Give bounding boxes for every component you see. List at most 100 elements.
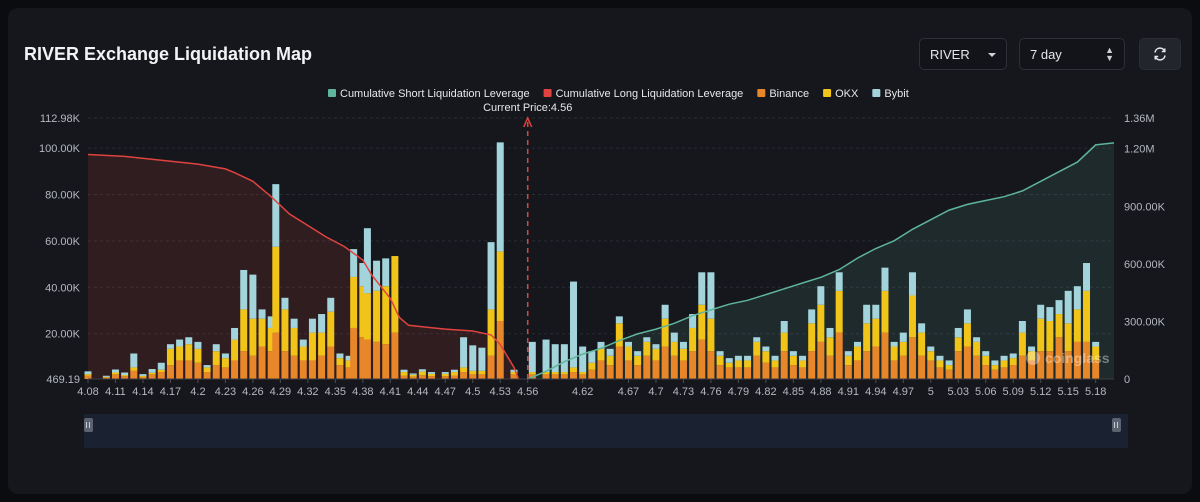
bar-binance xyxy=(231,360,239,379)
bar-okx xyxy=(844,355,852,366)
bar-binance xyxy=(927,360,935,379)
bar-binance xyxy=(725,367,733,379)
bar-bybit xyxy=(450,369,458,373)
bar-binance xyxy=(1083,341,1091,379)
bar-bybit xyxy=(679,341,687,349)
bar-binance xyxy=(973,355,981,379)
bar-okx xyxy=(634,355,642,366)
bar-bybit xyxy=(359,263,367,287)
x-tick-label: 4.73 xyxy=(673,386,694,398)
bar-bybit xyxy=(1018,321,1026,333)
bar-bybit xyxy=(469,345,477,371)
bar-okx xyxy=(102,376,110,378)
bar-okx xyxy=(194,348,202,363)
y-right-tick-label: 1.36M xyxy=(1124,113,1155,125)
bar-okx xyxy=(290,327,298,356)
bar-okx xyxy=(487,309,495,356)
bar-okx xyxy=(185,344,193,361)
bar-okx xyxy=(744,360,752,368)
bar-binance xyxy=(881,332,889,379)
y-left-tick-label: 100.00K xyxy=(39,143,81,155)
legend-swatch xyxy=(872,89,881,97)
bar-bybit xyxy=(363,228,371,294)
bar-bybit xyxy=(121,372,129,376)
x-tick-label: 4.17 xyxy=(160,386,181,398)
bar-okx xyxy=(1064,323,1072,352)
bar-bybit xyxy=(689,314,697,328)
range-slider[interactable] xyxy=(84,414,1128,448)
x-tick-label: 5.09 xyxy=(1003,386,1024,398)
bar-bybit xyxy=(963,309,971,324)
bar-binance xyxy=(373,341,381,379)
bar-bybit xyxy=(1028,346,1036,352)
bar-binance xyxy=(441,376,449,379)
bar-binance xyxy=(560,374,568,379)
bar-bybit xyxy=(762,346,770,352)
bar-binance xyxy=(185,360,193,379)
bar-okx xyxy=(734,360,742,368)
bar-okx xyxy=(308,332,316,361)
bar-bybit xyxy=(863,304,871,324)
bar-bybit xyxy=(194,341,202,349)
bar-okx xyxy=(148,372,156,375)
x-tick-label: 4.67 xyxy=(618,386,639,398)
bar-okx xyxy=(373,290,381,342)
bar-okx xyxy=(579,372,587,375)
bar-binance xyxy=(336,365,344,379)
bar-okx xyxy=(679,348,687,361)
bar-bybit xyxy=(945,360,953,366)
bar-bybit xyxy=(771,355,779,361)
bar-okx xyxy=(835,290,843,333)
bar-binance xyxy=(318,355,326,379)
bar-binance xyxy=(363,339,371,379)
bar-bybit xyxy=(927,346,935,352)
bar-okx xyxy=(863,323,871,352)
bar-binance xyxy=(615,346,623,379)
bar-binance xyxy=(945,369,953,379)
bar-binance xyxy=(176,360,184,379)
bar-okx xyxy=(1000,360,1008,368)
bar-okx xyxy=(496,251,504,322)
range-select[interactable]: 7 day ▲ ▼ xyxy=(1019,38,1125,70)
bar-bybit xyxy=(789,351,797,356)
x-tick-label: 4.56 xyxy=(517,386,538,398)
bar-okx xyxy=(139,375,147,377)
bar-okx xyxy=(240,309,248,352)
bar-bybit xyxy=(826,327,834,338)
bar-okx xyxy=(551,372,559,375)
bar-bybit xyxy=(345,355,353,361)
bar-binance xyxy=(963,346,971,379)
bar-binance xyxy=(240,351,248,379)
bar-okx xyxy=(157,369,165,373)
bar-okx xyxy=(441,373,449,377)
bar-bybit xyxy=(991,360,999,366)
bar-okx xyxy=(570,367,578,373)
bar-okx xyxy=(1028,351,1036,361)
symbol-select[interactable]: RIVER xyxy=(919,38,1007,70)
bar-okx xyxy=(166,348,174,366)
legend-label: OKX xyxy=(835,88,859,100)
bar-binance xyxy=(1055,337,1063,379)
bar-bybit xyxy=(460,337,468,368)
bar-binance xyxy=(221,367,229,379)
bar-bybit xyxy=(84,371,92,375)
y-left-tick-label: 40.00K xyxy=(45,282,81,294)
x-tick-label: 4.38 xyxy=(352,386,373,398)
bar-okx xyxy=(698,304,706,340)
y-left-tick-label: 469.19 xyxy=(46,374,80,386)
bar-binance xyxy=(460,372,468,379)
bar-okx xyxy=(872,318,880,347)
bar-okx xyxy=(899,341,907,356)
bar-binance xyxy=(670,355,678,379)
bar-okx xyxy=(1092,346,1100,361)
bar-okx xyxy=(267,327,275,352)
bar-bybit xyxy=(652,344,660,349)
bar-bybit xyxy=(212,344,220,352)
bar-binance xyxy=(707,351,715,379)
bar-okx xyxy=(272,246,280,333)
bar-bybit xyxy=(299,339,307,347)
bar-bybit xyxy=(249,274,257,319)
refresh-button[interactable] xyxy=(1139,38,1181,70)
bar-okx xyxy=(350,276,358,328)
bar-bybit xyxy=(854,341,861,347)
